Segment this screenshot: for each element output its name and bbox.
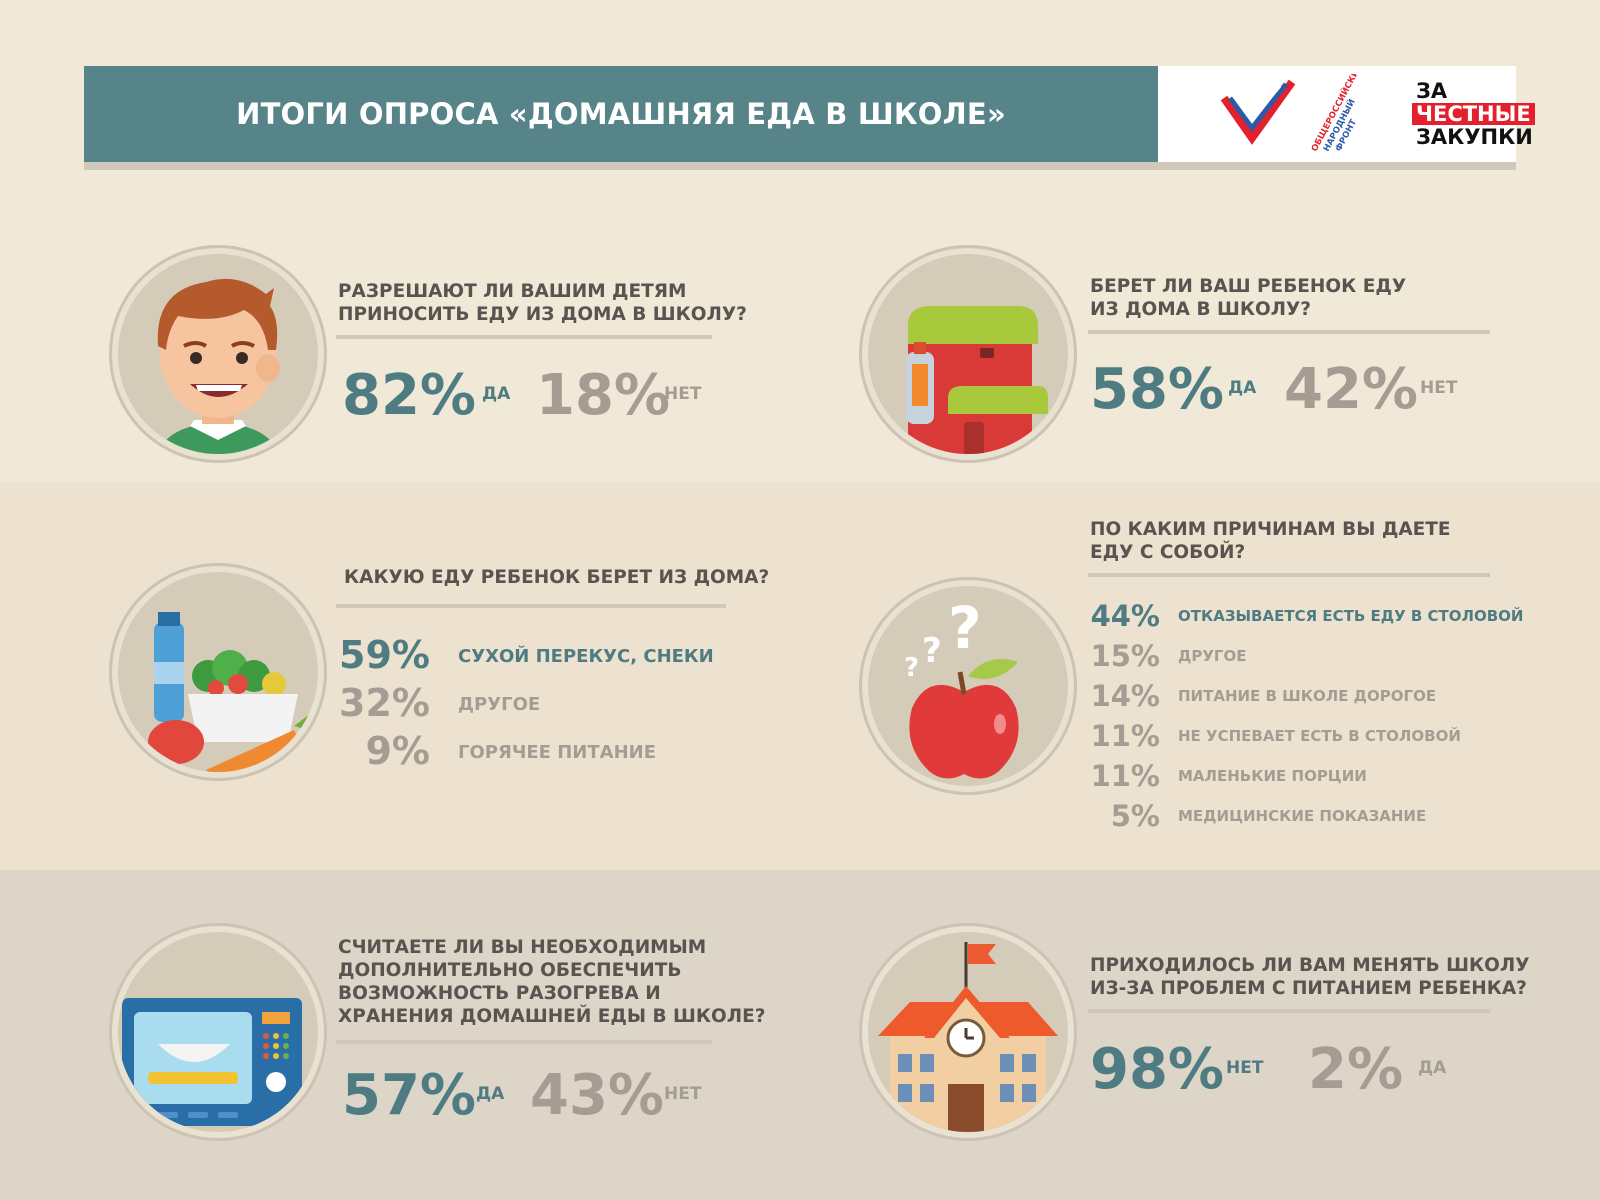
q2-question-line-2: ИЗ ДОМА В ШКОЛУ? [1090,299,1312,320]
q2-divider [1088,330,1490,334]
q4-item-3-pct: 11% [1090,719,1160,753]
food-bowl-icon [112,566,324,778]
q4-item-0-label: ОТКАЗЫВАЕТСЯ ЕСТЬ ЕДУ В СТОЛОВОЙ [1178,607,1524,625]
q6-yes-label: ДА [1418,1058,1447,1078]
q5-no-label: НЕТ [664,1084,702,1104]
q5-question-line-4: ХРАНЕНИЯ ДОМАШНЕЙ ЕДЫ В ШКОЛЕ? [338,1006,766,1027]
q5-no-pct: 43% [530,1063,665,1128]
apple-question-icon: ? ? ? [862,580,1074,792]
q6-no-pct: 98% [1090,1037,1225,1102]
q4-question-line-1: ПО КАКИМ ПРИЧИНАМ ВЫ ДАЕТЕ [1090,519,1451,540]
q1-question-line-2: ПРИНОСИТЬ ЕДУ ИЗ ДОМА В ШКОЛУ? [338,304,747,325]
q4-item-5-label: МЕДИЦИНСКИЕ ПОКАЗАНИЕ [1178,807,1427,825]
q2-no-pct: 42% [1284,357,1419,422]
header-shadow [84,162,1516,170]
q6-question-line-1: ПРИХОДИЛОСЬ ЛИ ВАМ МЕНЯТЬ ШКОЛУ [1090,955,1530,976]
q3-item-2-label: ГОРЯЧЕЕ ПИТАНИЕ [458,742,656,763]
q4-item-1-pct: 15% [1090,639,1160,673]
q2-question-line-1: БЕРЕТ ЛИ ВАШ РЕБЕНОК ЕДУ [1090,276,1407,297]
q3-item-1-label: ДРУГОЕ [458,694,541,715]
q4-divider [1088,573,1490,577]
microwave-icon [112,926,324,1138]
q5-divider [336,1040,712,1044]
q4-item-0-pct: 44% [1090,599,1160,633]
q1-no-pct: 18% [536,363,671,428]
q6-question: ПРИХОДИЛОСЬ ЛИ ВАМ МЕНЯТЬ ШКОЛУ ИЗ-ЗА ПР… [1090,954,1530,1000]
q2-yes-label: ДА [1228,378,1257,398]
q3-item-0-label: СУХОЙ ПЕРЕКУС, СНЕКИ [458,646,714,667]
q5-question-line-3: ВОЗМОЖНОСТЬ РАЗОГРЕВА И [338,983,661,1004]
q4-question-line-2: ЕДУ С СОБОЙ? [1090,542,1246,563]
q1-yes-pct: 82% [342,363,477,428]
boy-face-icon [112,248,324,460]
q2-question: БЕРЕТ ЛИ ВАШ РЕБЕНОК ЕДУ ИЗ ДОМА В ШКОЛУ… [1090,275,1406,321]
q6-yes-pct: 2% [1308,1037,1404,1102]
q4-item-4-label: МАЛЕНЬКИЕ ПОРЦИИ [1178,767,1367,785]
q4-item-3-label: НЕ УСПЕВАЕТ ЕСТЬ В СТОЛОВОЙ [1178,727,1461,745]
backpack-icon [862,248,1074,460]
q1-yes-label: ДА [482,384,511,404]
q1-divider [336,335,712,339]
q4-item-5-pct: 5% [1110,799,1160,833]
q1-no-label: НЕТ [664,384,702,404]
q4-item-2-label: ПИТАНИЕ В ШКОЛЕ ДОРОГОЕ [1178,687,1437,705]
q5-yes-pct: 57% [342,1063,477,1128]
page-title: ИТОГИ ОПРОСА «ДОМАШНЯЯ ЕДА В ШКОЛЕ» [84,66,1158,162]
q4-item-2-pct: 14% [1090,679,1160,713]
q5-yes-label: ДА [476,1084,505,1104]
q4-item-1-label: ДРУГОЕ [1178,647,1247,665]
q6-divider [1088,1009,1490,1013]
logo-line-2: ЧЕСТНЫЕ [1412,103,1535,125]
q3-item-1-pct: 32% [339,681,430,725]
q2-yes-pct: 58% [1090,357,1225,422]
q4-item-4-pct: 11% [1090,759,1160,793]
q5-question: СЧИТАЕТЕ ЛИ ВЫ НЕОБХОДИМЫМ ДОПОЛНИТЕЛЬНО… [338,936,765,1028]
q3-question: КАКУЮ ЕДУ РЕБЕНОК БЕРЕТ ИЗ ДОМА? [344,567,770,588]
header: ИТОГИ ОПРОСА «ДОМАШНЯЯ ЕДА В ШКОЛЕ» ОБЩЕ… [84,66,1535,162]
school-building-icon [862,926,1074,1138]
logo-line-1: ЗА [1416,79,1448,103]
q3-item-2-pct: 9% [365,729,430,773]
q4-question: ПО КАКИМ ПРИЧИНАМ ВЫ ДАЕТЕ ЕДУ С СОБОЙ? [1090,518,1451,564]
svg-text:?: ? [948,594,982,662]
q2-no-label: НЕТ [1420,378,1458,398]
logo-line-3: ЗАКУПКИ [1416,125,1533,149]
q3-divider [336,604,726,608]
onf-logo-icon: ОБЩЕРОССИЙСКИЙ НАРОДНЫЙ ФРОНТ [1220,74,1365,153]
q5-question-line-1: СЧИТАЕТЕ ЛИ ВЫ НЕОБХОДИМЫМ [338,937,707,958]
q1-question: РАЗРЕШАЮТ ЛИ ВАШИМ ДЕТЯМ ПРИНОСИТЬ ЕДУ И… [338,280,747,326]
svg-text:?: ? [904,653,919,683]
logo: ОБЩЕРОССИЙСКИЙ НАРОДНЫЙ ФРОНТ ЗА ЧЕСТНЫЕ… [1158,66,1535,162]
q3-item-0-pct: 59% [339,633,430,677]
q5-question-line-2: ДОПОЛНИТЕЛЬНО ОБЕСПЕЧИТЬ [338,960,682,981]
q6-no-label: НЕТ [1226,1058,1264,1078]
q6-question-line-2: ИЗ-ЗА ПРОБЛЕМ С ПИТАНИЕМ РЕБЕНКА? [1090,978,1527,999]
svg-text:?: ? [922,631,942,671]
q1-question-line-1: РАЗРЕШАЮТ ЛИ ВАШИМ ДЕТЯМ [338,281,687,302]
